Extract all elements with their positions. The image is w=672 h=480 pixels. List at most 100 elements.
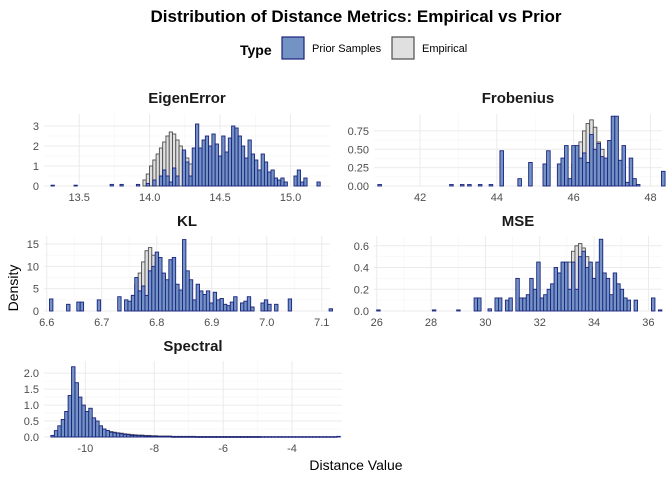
y-tick-label: 0.00 <box>348 181 369 193</box>
prior-bar <box>188 436 193 438</box>
prior-bar <box>152 179 157 187</box>
x-tick-label: 26 <box>371 317 383 329</box>
prior-bar <box>628 157 634 187</box>
prior-bar <box>195 436 200 438</box>
prior-bar <box>296 169 301 187</box>
prior-bar <box>150 435 155 438</box>
prior-bar <box>283 181 288 187</box>
prior-bar <box>205 436 210 438</box>
prior-bar <box>287 298 293 312</box>
prior-bar <box>172 167 177 187</box>
prior-bar <box>542 163 548 187</box>
prior-bar <box>141 285 146 312</box>
prior-bar <box>517 178 522 187</box>
prior-bar <box>632 178 637 187</box>
y-tick-label: 3 <box>33 121 39 133</box>
prior-bar <box>467 184 472 187</box>
prior-bar <box>277 436 283 438</box>
panel-spectral: 0.0 0.5 1.0 1.5 2.0 -10 -8 -6 -4 Spectral <box>24 338 342 455</box>
prior-bar <box>215 436 221 438</box>
prior-bar <box>105 430 110 438</box>
y-tick-label: 0.6 <box>354 241 369 253</box>
y-tick-label: 2 <box>33 141 39 153</box>
prior-bar <box>95 420 100 438</box>
prior-bar <box>143 435 148 438</box>
prior-bar <box>115 432 121 438</box>
prior-bar <box>543 294 548 312</box>
prior-bar <box>67 395 73 438</box>
prior-bar <box>564 145 569 187</box>
prior-bar <box>185 161 190 187</box>
prior-bar <box>312 436 317 438</box>
prior-bar <box>280 177 285 187</box>
prior-bar <box>64 411 69 438</box>
y-tick-label: 5 <box>33 284 39 296</box>
prior-bar <box>260 302 265 312</box>
prior-bar <box>625 181 630 187</box>
panel-title-frobenius: Frobenius <box>482 90 555 107</box>
prior-bar <box>188 279 194 312</box>
prior-bar <box>236 436 241 438</box>
prior-bar <box>205 290 211 312</box>
prior-bar <box>267 171 272 187</box>
prior-bar <box>237 135 242 187</box>
prior-bar <box>254 159 259 187</box>
x-tick-label: 13.5 <box>69 192 90 204</box>
prior-bar <box>153 435 159 438</box>
prior-bar <box>226 305 231 312</box>
prior-bar <box>195 283 200 312</box>
prior-bar <box>91 417 97 438</box>
prior-bar <box>127 300 132 312</box>
prior-bar <box>195 123 200 187</box>
prior-bar <box>536 261 541 312</box>
x-tick-label: 14.0 <box>139 192 160 204</box>
prior-bar <box>168 259 173 312</box>
prior-bar <box>288 436 293 438</box>
prior-bar <box>240 145 246 187</box>
y-tick-label: 10 <box>27 261 39 273</box>
prior-bar <box>191 147 196 187</box>
prior-bar <box>567 178 573 187</box>
prior-bar <box>598 238 604 312</box>
prior-bar <box>164 279 170 312</box>
prior-bar <box>202 436 207 438</box>
legend-swatch-empirical <box>391 36 415 60</box>
prior-bar <box>651 297 656 312</box>
prior-bar <box>171 436 176 438</box>
prior-bar <box>603 157 609 187</box>
x-tick-label: 36 <box>642 317 654 329</box>
prior-bar <box>191 436 197 438</box>
prior-bar <box>564 261 569 312</box>
prior-bar <box>571 145 576 187</box>
x-tick-label: -6 <box>218 443 228 455</box>
prior-bar <box>165 175 170 187</box>
prior-bar <box>182 239 187 312</box>
prior-bar <box>250 153 256 187</box>
prior-bar <box>591 277 597 312</box>
x-tick-label: 44 <box>491 192 503 204</box>
prior-bar <box>219 436 224 438</box>
x-tick-label: 6.6 <box>39 317 54 329</box>
prior-bar <box>157 435 162 438</box>
prior-bar <box>229 301 235 312</box>
prior-bar <box>234 127 239 187</box>
prior-bar <box>233 296 238 312</box>
prior-bar <box>112 432 117 438</box>
prior-bar <box>239 436 245 438</box>
prior-bar <box>164 435 169 438</box>
prior-bar <box>305 436 310 438</box>
prior-bar <box>270 169 275 187</box>
prior-bar <box>577 256 583 312</box>
y-tick-label: 0.5 <box>24 416 39 428</box>
prior-bar <box>298 436 303 438</box>
panel-eigenerror: 0 1 2 3 13.5 14.0 14.5 15.0 EigenError <box>33 90 330 204</box>
empirical-bar <box>149 165 154 187</box>
prior-bar <box>582 152 587 187</box>
x-tick-label: 34 <box>588 317 600 329</box>
prior-bar <box>140 435 145 438</box>
prior-bar <box>301 436 307 438</box>
prior-bar <box>291 436 296 438</box>
prior-bar <box>126 434 131 438</box>
prior-bar <box>109 431 114 438</box>
